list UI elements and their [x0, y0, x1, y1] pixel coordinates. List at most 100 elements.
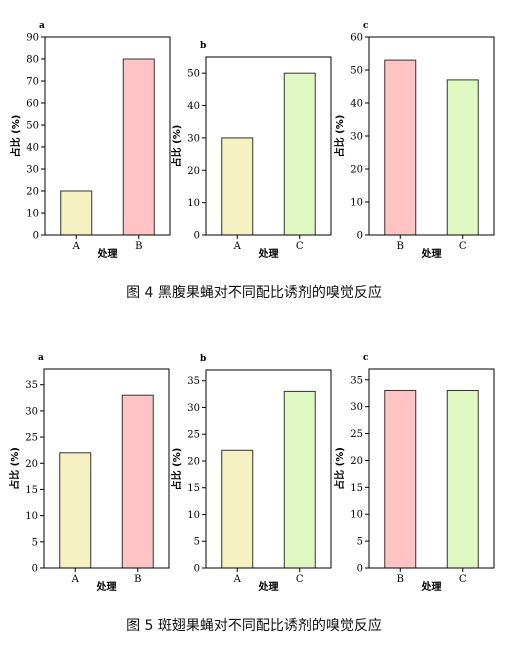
y-tick-label: 40 — [350, 99, 363, 110]
x-tick-label-B: B — [134, 574, 141, 585]
y-tick-label: 30 — [26, 165, 39, 176]
y-tick-label: 20 — [187, 456, 200, 467]
plot-frame — [205, 369, 332, 569]
y-tick-label: 20 — [350, 165, 363, 176]
x-axis-label: 处理 — [97, 247, 118, 260]
y-tick-label: 5 — [32, 537, 38, 548]
y-tick-label: 10 — [350, 510, 363, 521]
y-tick-label: 70 — [26, 77, 39, 88]
y-axis-label: 占比 (%) — [333, 115, 346, 158]
y-tick-label: 60 — [350, 33, 363, 44]
y-tick-label: 30 — [187, 403, 200, 414]
y-tick-label: 50 — [26, 121, 39, 132]
y-tick-label: 0 — [32, 564, 38, 575]
plot-frame — [44, 36, 171, 236]
y-tick-label: 40 — [26, 143, 39, 154]
bar-A — [59, 452, 92, 569]
y-tick-label: 0 — [194, 231, 200, 242]
y-tick-label: 50 — [187, 69, 200, 80]
bar-C — [446, 79, 479, 236]
y-tick-label: 25 — [350, 429, 363, 440]
x-tick-label-B: B — [397, 574, 404, 585]
x-tick-label-B: B — [135, 241, 142, 252]
x-tick-label-C: C — [296, 574, 304, 585]
y-tick-label: 20 — [187, 166, 200, 177]
y-tick-label: 60 — [26, 99, 39, 110]
x-tick-label-C: C — [296, 241, 304, 252]
y-tick-label: 35 — [25, 380, 38, 391]
panel-label: a — [38, 353, 44, 363]
bar-B — [122, 58, 155, 236]
bar-C — [283, 390, 316, 569]
bar-A — [221, 137, 254, 236]
y-tick-label: 0 — [33, 231, 39, 242]
chart-panel-b: A C 0 10 20 30 40 50 b 占比 (%) 处理 — [170, 41, 332, 260]
y-tick-label: 50 — [350, 66, 363, 77]
y-tick-label: 20 — [25, 459, 38, 470]
x-axis-label: 处理 — [258, 247, 279, 260]
bar-A — [60, 190, 93, 236]
panel-label: c — [363, 353, 369, 363]
y-tick-label: 35 — [187, 376, 200, 387]
y-tick-label: 25 — [25, 433, 38, 444]
x-tick-label-C: C — [459, 241, 467, 252]
y-tick-label: 5 — [357, 537, 363, 548]
chart-panel-b: A C 0 5 10 15 20 25 30 35 b 占比 (%) 处理 — [170, 354, 332, 593]
y-axis-label: 占比 (%) — [8, 447, 21, 490]
y-tick-label: 15 — [187, 483, 200, 494]
x-tick-label-A: A — [233, 241, 242, 252]
panel-label: a — [39, 21, 45, 31]
y-axis-label: 占比 (%) — [333, 447, 346, 490]
x-axis-label: 处理 — [421, 580, 442, 593]
y-tick-label: 15 — [25, 485, 38, 496]
bar-B — [384, 390, 417, 569]
plot-frame — [368, 368, 495, 569]
figure-4-caption: 图 4 黑腹果蝇对不同配比诱剂的嗅觉反应 — [126, 285, 382, 301]
y-tick-label: 20 — [350, 456, 363, 467]
y-tick-label: 10 — [187, 198, 200, 209]
chart-panel-a: A B 0 10 20 30 40 50 60 70 80 90a 占比 (%) 处理 — [9, 21, 171, 260]
panel-label: c — [363, 21, 369, 31]
x-tick-label-C: C — [459, 574, 467, 585]
y-tick-label: 40 — [187, 101, 200, 112]
x-tick-label-A: A — [72, 241, 81, 252]
y-axis-label: 占比 (%) — [9, 115, 22, 158]
y-axis-label: 占比 (%) — [170, 448, 183, 491]
x-axis-label: 处理 — [96, 580, 117, 593]
y-tick-label: 20 — [26, 187, 39, 198]
y-tick-label: 0 — [357, 231, 363, 242]
y-tick-label: 80 — [26, 55, 39, 66]
y-tick-label: 30 — [350, 402, 363, 413]
plot-frame — [205, 56, 332, 236]
figure-5-caption: 图 5 斑翅果蝇对不同配比诱剂的嗅觉反应 — [126, 618, 382, 634]
x-tick-label-A: A — [233, 574, 242, 585]
y-tick-label: 30 — [187, 133, 200, 144]
chart-panel-c: B C 0 10 20 30 40 50 60c 占比 (%) 处理 — [333, 21, 495, 260]
y-tick-label: 15 — [350, 483, 363, 494]
y-tick-label: 30 — [25, 406, 38, 417]
bar-A — [221, 449, 254, 569]
bar-B — [384, 59, 417, 236]
x-tick-label-A: A — [71, 574, 80, 585]
y-tick-label: 5 — [194, 537, 200, 548]
y-tick-label: 25 — [187, 430, 200, 441]
y-tick-label: 30 — [350, 132, 363, 143]
bar-C — [446, 390, 479, 569]
x-axis-label: 处理 — [421, 247, 442, 260]
bar-C — [283, 72, 316, 236]
y-axis-label: 占比 (%) — [170, 125, 183, 168]
y-tick-label: 0 — [357, 564, 363, 575]
y-tick-label: 35 — [350, 375, 363, 386]
y-tick-label: 10 — [25, 511, 38, 522]
x-tick-label-B: B — [397, 241, 404, 252]
chart-panel-c: B C 0 5 10 15 20 25 30 35 c 占比 (%) 处理 — [333, 353, 495, 593]
y-tick-label: 10 — [187, 510, 200, 521]
y-tick-label: 10 — [26, 209, 39, 220]
y-tick-label: 90 — [26, 33, 39, 44]
chart-panel-a: A B 0 5 10 15 20 25 30 35 a 占比 (%) 处理 — [8, 353, 170, 593]
panel-label: b — [200, 41, 206, 51]
panel-label: b — [200, 354, 206, 364]
plot-frame — [43, 368, 170, 569]
bar-B — [121, 394, 154, 569]
